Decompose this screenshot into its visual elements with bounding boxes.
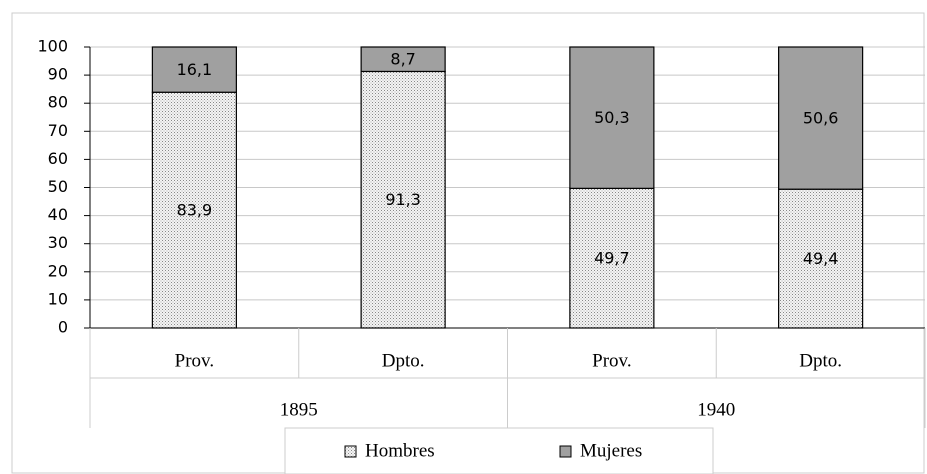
x-tick-label: Dpto. — [799, 350, 842, 371]
data-label: 91,3 — [385, 190, 421, 209]
y-tick-label: 90 — [48, 65, 68, 84]
y-tick-label: 60 — [48, 149, 68, 168]
data-label: 49,4 — [803, 249, 839, 268]
data-label: 83,9 — [177, 201, 213, 220]
legend-label: Hombres — [365, 440, 435, 461]
data-label: 16,1 — [177, 60, 213, 79]
y-tick-label: 30 — [48, 233, 68, 252]
bar-segment — [151, 46, 237, 93]
y-tick-label: 50 — [48, 177, 68, 196]
bar-segment — [778, 188, 864, 329]
bar-segment — [360, 46, 446, 73]
data-label: 49,7 — [594, 249, 630, 268]
legend-swatch — [559, 445, 572, 458]
y-tick-label: 80 — [48, 93, 68, 112]
data-label: 50,6 — [803, 109, 839, 128]
group-label: 1895 — [280, 399, 318, 420]
legend-label: Mujeres — [580, 440, 642, 461]
x-tick-label: Prov. — [592, 350, 631, 371]
y-tick-label: 100 — [37, 37, 68, 56]
y-tick-label: 0 — [58, 318, 68, 337]
y-tick-label: 70 — [48, 121, 68, 140]
bar-segment — [360, 70, 446, 329]
x-tick-label: Dpto. — [382, 350, 425, 371]
y-tick-label: 40 — [48, 205, 68, 224]
x-tick-label: Prov. — [175, 350, 214, 371]
data-label: 8,7 — [390, 50, 415, 69]
data-label: 50,3 — [594, 108, 630, 127]
bar-segment — [778, 46, 864, 190]
bar-segment — [151, 91, 237, 329]
bar-segment — [569, 46, 655, 189]
bar-segment — [569, 187, 655, 329]
y-tick-label: 10 — [48, 289, 68, 308]
legend-swatch — [344, 445, 357, 458]
y-tick-label: 20 — [48, 261, 68, 280]
group-label: 1940 — [697, 399, 735, 420]
